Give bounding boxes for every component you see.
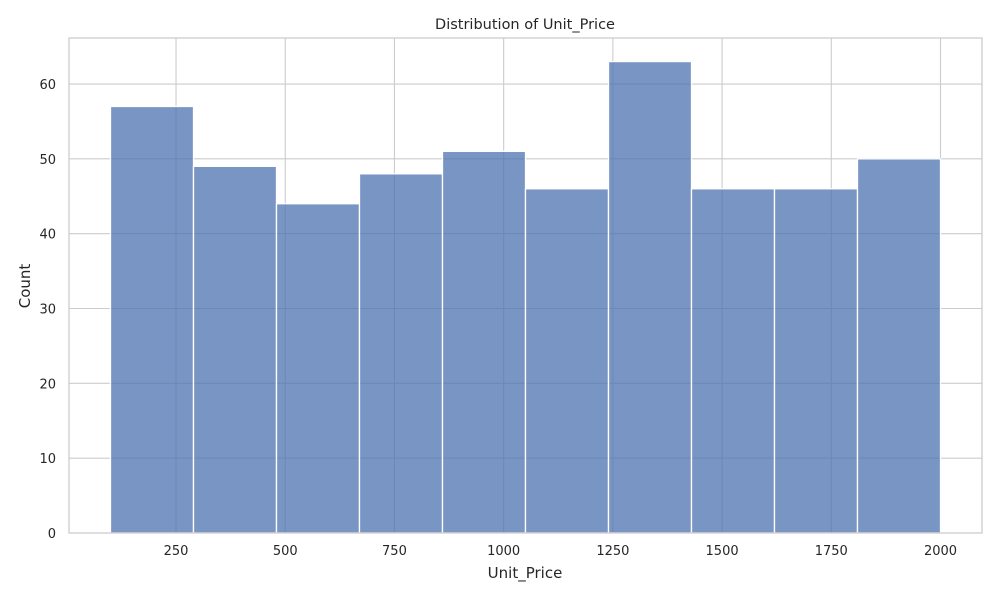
histogram-bar xyxy=(109,105,195,534)
y-tick-label: 20 xyxy=(39,377,56,392)
histogram-bar xyxy=(358,173,444,534)
histogram-bar xyxy=(441,150,527,534)
chart-title: Distribution of Unit_Price xyxy=(435,17,615,33)
plot-frame xyxy=(68,37,983,534)
histogram-bar xyxy=(607,60,693,534)
bars-layer xyxy=(109,60,942,534)
y-tick-label: 10 xyxy=(39,452,56,467)
y-tick-label: 60 xyxy=(39,78,56,93)
y-axis-label: Count xyxy=(16,264,34,309)
x-axis-label: Unit_Price xyxy=(488,564,563,583)
x-tick-label: 2000 xyxy=(924,544,957,559)
histogram-bar xyxy=(856,158,942,534)
histogram-bar xyxy=(275,203,361,534)
x-tick-label: 750 xyxy=(382,544,407,559)
y-tick-label: 40 xyxy=(39,228,56,243)
histogram-bar xyxy=(192,165,278,534)
x-tick-labels: 250 500 750 1000 1250 1500 1750 2000 xyxy=(164,544,957,559)
x-tick-label: 500 xyxy=(273,544,298,559)
y-tick-label: 30 xyxy=(39,303,56,318)
histogram-bar xyxy=(690,188,776,534)
x-tick-label: 1750 xyxy=(815,544,848,559)
histogram-bar xyxy=(524,188,610,534)
x-tick-label: 250 xyxy=(164,544,189,559)
x-tick-label: 1500 xyxy=(706,544,739,559)
x-tick-label: 1250 xyxy=(596,544,629,559)
y-tick-label: 0 xyxy=(48,527,56,542)
y-tick-labels: 0 10 20 30 40 50 60 xyxy=(39,78,56,542)
x-tick-label: 1000 xyxy=(487,544,520,559)
histogram-bar xyxy=(773,188,859,534)
y-tick-label: 50 xyxy=(39,153,56,168)
